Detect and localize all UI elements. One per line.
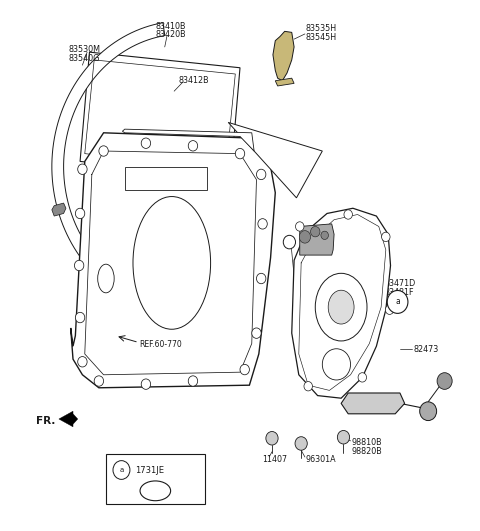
Circle shape	[387, 290, 408, 313]
Ellipse shape	[98, 264, 114, 293]
Text: 82473: 82473	[413, 345, 438, 354]
FancyBboxPatch shape	[106, 455, 204, 504]
Circle shape	[322, 349, 350, 380]
Polygon shape	[122, 129, 254, 151]
Polygon shape	[52, 203, 66, 216]
Circle shape	[235, 149, 245, 159]
Circle shape	[385, 305, 394, 314]
Polygon shape	[273, 31, 294, 81]
Text: 98810B: 98810B	[352, 438, 383, 447]
Text: 96301A: 96301A	[306, 455, 336, 464]
Circle shape	[99, 146, 108, 156]
Circle shape	[113, 461, 130, 479]
Circle shape	[299, 230, 311, 243]
Circle shape	[296, 222, 304, 231]
Text: REF.60-770: REF.60-770	[139, 340, 181, 349]
Polygon shape	[71, 133, 275, 388]
Circle shape	[75, 208, 85, 219]
Circle shape	[78, 164, 87, 175]
Text: 83471D: 83471D	[385, 279, 416, 288]
Text: 83410B: 83410B	[156, 22, 186, 31]
Polygon shape	[59, 411, 78, 427]
Circle shape	[74, 260, 84, 271]
Circle shape	[94, 376, 104, 386]
Circle shape	[337, 431, 349, 444]
Circle shape	[188, 376, 198, 386]
Polygon shape	[228, 123, 323, 198]
Text: 83481F: 83481F	[385, 288, 414, 297]
Text: 1731JE: 1731JE	[135, 466, 165, 475]
Text: a: a	[395, 297, 400, 306]
Circle shape	[437, 373, 452, 389]
Bar	[125, 167, 207, 190]
Ellipse shape	[315, 273, 367, 341]
Circle shape	[304, 382, 312, 391]
Circle shape	[256, 169, 266, 179]
Ellipse shape	[133, 196, 211, 329]
Text: 83420B: 83420B	[156, 30, 186, 39]
Circle shape	[75, 312, 85, 323]
Circle shape	[358, 373, 367, 382]
Ellipse shape	[140, 481, 170, 501]
Text: 83540G: 83540G	[68, 54, 100, 63]
Text: a: a	[120, 467, 123, 473]
Text: 83530M: 83530M	[68, 45, 100, 54]
Circle shape	[240, 364, 250, 375]
Polygon shape	[300, 224, 334, 255]
Polygon shape	[52, 23, 165, 311]
Polygon shape	[80, 52, 240, 177]
Polygon shape	[341, 393, 405, 414]
Circle shape	[252, 328, 261, 338]
Text: 83535H: 83535H	[306, 24, 337, 33]
Circle shape	[256, 273, 266, 284]
Circle shape	[283, 235, 296, 249]
Circle shape	[382, 232, 390, 242]
Text: 83412B: 83412B	[179, 76, 209, 85]
Circle shape	[258, 219, 267, 229]
Circle shape	[321, 231, 328, 239]
Circle shape	[188, 141, 198, 151]
Text: 83545H: 83545H	[306, 33, 337, 42]
Circle shape	[141, 379, 151, 389]
Text: 98820B: 98820B	[352, 447, 383, 456]
Ellipse shape	[328, 290, 354, 324]
Text: 11407: 11407	[263, 455, 288, 464]
Circle shape	[344, 210, 352, 219]
Circle shape	[420, 402, 437, 421]
Circle shape	[295, 436, 307, 450]
Circle shape	[311, 227, 320, 237]
Circle shape	[78, 357, 87, 367]
Polygon shape	[275, 78, 294, 86]
Text: FR.: FR.	[36, 416, 56, 425]
Polygon shape	[292, 208, 391, 398]
Circle shape	[141, 138, 151, 149]
Text: 1327CB: 1327CB	[297, 289, 328, 298]
Circle shape	[266, 432, 278, 445]
